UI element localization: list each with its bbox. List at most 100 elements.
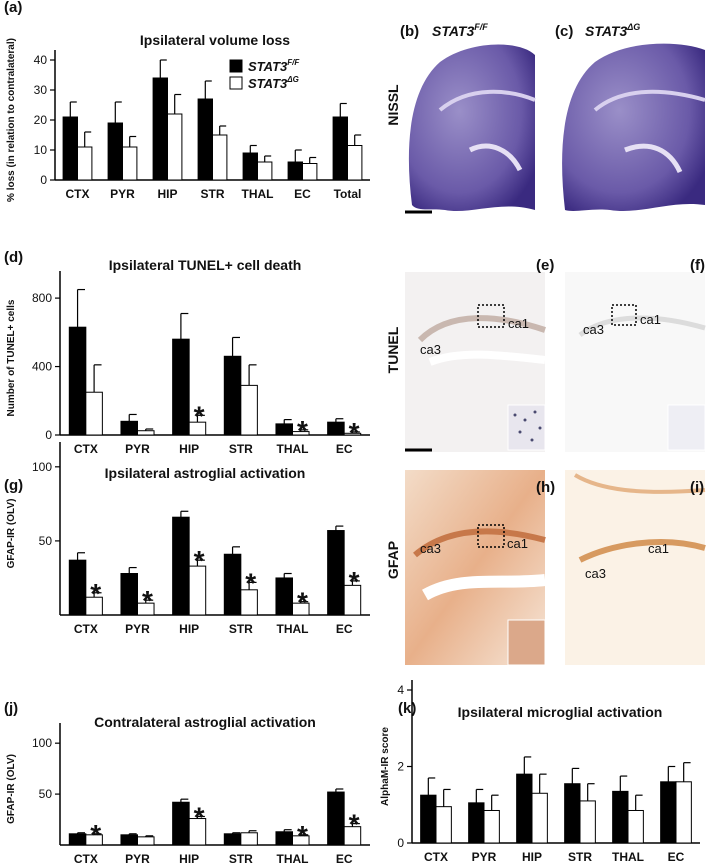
bar — [275, 831, 294, 846]
y-tick-label: 4 — [397, 683, 404, 697]
x-tick-label: THAL — [242, 187, 274, 201]
panel-label: (b) — [400, 23, 419, 40]
bar — [172, 338, 190, 436]
x-tick-label: HIP — [157, 187, 177, 201]
bar — [343, 584, 362, 616]
significance-mark: * — [349, 417, 360, 448]
bar — [240, 832, 258, 846]
significance-mark: * — [194, 400, 205, 431]
bar — [327, 791, 345, 846]
legend-name: STAT3 — [248, 59, 288, 74]
bar — [332, 116, 349, 181]
bar — [612, 790, 629, 844]
panel-label: (j) — [4, 700, 18, 717]
region-label: ca3 — [583, 322, 604, 337]
bar — [107, 122, 123, 181]
bar — [212, 134, 228, 181]
y-tick-label: 400 — [32, 360, 52, 374]
bar — [68, 326, 87, 436]
title: STAT3 — [585, 23, 627, 39]
significance-mark: * — [194, 801, 205, 832]
panel-label: (h) — [536, 479, 555, 496]
x-tick-label: THAL — [277, 442, 309, 456]
bar — [85, 834, 103, 846]
bar — [68, 559, 87, 616]
bar — [302, 163, 318, 181]
significance-mark: * — [90, 578, 101, 609]
y-tick-label: 30 — [34, 83, 48, 97]
significance-mark: * — [349, 809, 360, 840]
y-tick-label: 10 — [34, 143, 48, 157]
region-label: ca1 — [507, 536, 528, 551]
x-tick-label: THAL — [277, 852, 309, 866]
row-label: TUNEL — [385, 326, 401, 373]
significance-mark: * — [297, 820, 308, 851]
bar — [68, 833, 87, 846]
bar — [120, 420, 138, 436]
bar — [242, 152, 259, 181]
bar — [137, 836, 155, 846]
row-label: NISSL — [385, 84, 401, 126]
panel-label: (a) — [4, 0, 22, 16]
bar — [292, 602, 310, 616]
x-tick-label: PYR — [110, 187, 135, 201]
x-tick-label: HIP — [179, 852, 199, 866]
y-tick-label: 0 — [45, 428, 52, 442]
x-tick-label: STR — [229, 852, 253, 866]
y-tick-label: 100 — [32, 736, 52, 750]
x-tick-label: STR — [568, 850, 592, 864]
bar — [579, 800, 596, 844]
tunel-image-e — [405, 272, 546, 452]
nissl-image-b — [405, 44, 536, 214]
bar — [152, 77, 169, 181]
bar — [120, 834, 138, 846]
legend-swatch — [229, 76, 243, 90]
y-axis-label: % loss (in relation to contralateral) — [6, 38, 17, 202]
region-label: ca3 — [420, 342, 441, 357]
x-tick-label: CTX — [74, 442, 98, 456]
bar — [85, 391, 103, 436]
region-label: ca3 — [585, 566, 606, 581]
x-tick-label: EC — [336, 852, 353, 866]
panel-title: STAT3F/F — [432, 22, 488, 39]
x-tick-label: EC — [336, 442, 353, 456]
bar — [172, 516, 190, 616]
panel-label: (e) — [536, 257, 554, 274]
chart-title: Ipsilateral microglial activation — [458, 704, 663, 720]
region-label: ca1 — [640, 312, 661, 327]
bar — [468, 802, 485, 844]
chart-title: Ipsilateral TUNEL+ cell death — [109, 257, 302, 273]
x-tick-label: PYR — [125, 622, 150, 636]
significance-mark: * — [297, 587, 308, 618]
bar — [343, 826, 362, 846]
panel-label: (d) — [4, 249, 23, 266]
panel-title: STAT3ΔG — [585, 22, 640, 39]
region-label: ca1 — [648, 541, 669, 556]
bar — [120, 573, 138, 616]
x-tick-label: Total — [334, 187, 362, 201]
x-tick-label: STR — [201, 187, 225, 201]
significance-mark: * — [297, 415, 308, 446]
y-axis-label: GFAP-IR (OLV) — [6, 754, 17, 824]
legend-superscript: ΔG — [286, 75, 299, 84]
bar — [223, 553, 242, 616]
bar — [327, 421, 345, 436]
bar — [197, 98, 214, 181]
bar — [343, 432, 362, 436]
bar — [188, 565, 207, 616]
gfap-image-h — [405, 470, 546, 666]
chart-title: Ipsilateral volume loss — [140, 32, 290, 48]
bar — [660, 781, 677, 844]
bar — [172, 801, 190, 846]
bar — [188, 421, 207, 436]
bar — [137, 602, 155, 616]
x-tick-label: CTX — [66, 187, 90, 201]
tunel-image-f — [565, 272, 706, 452]
bar — [85, 596, 103, 616]
x-tick-label: HIP — [522, 850, 542, 864]
bar — [287, 161, 304, 181]
bar — [516, 773, 533, 844]
x-tick-label: PYR — [125, 852, 150, 866]
bar — [122, 146, 138, 181]
